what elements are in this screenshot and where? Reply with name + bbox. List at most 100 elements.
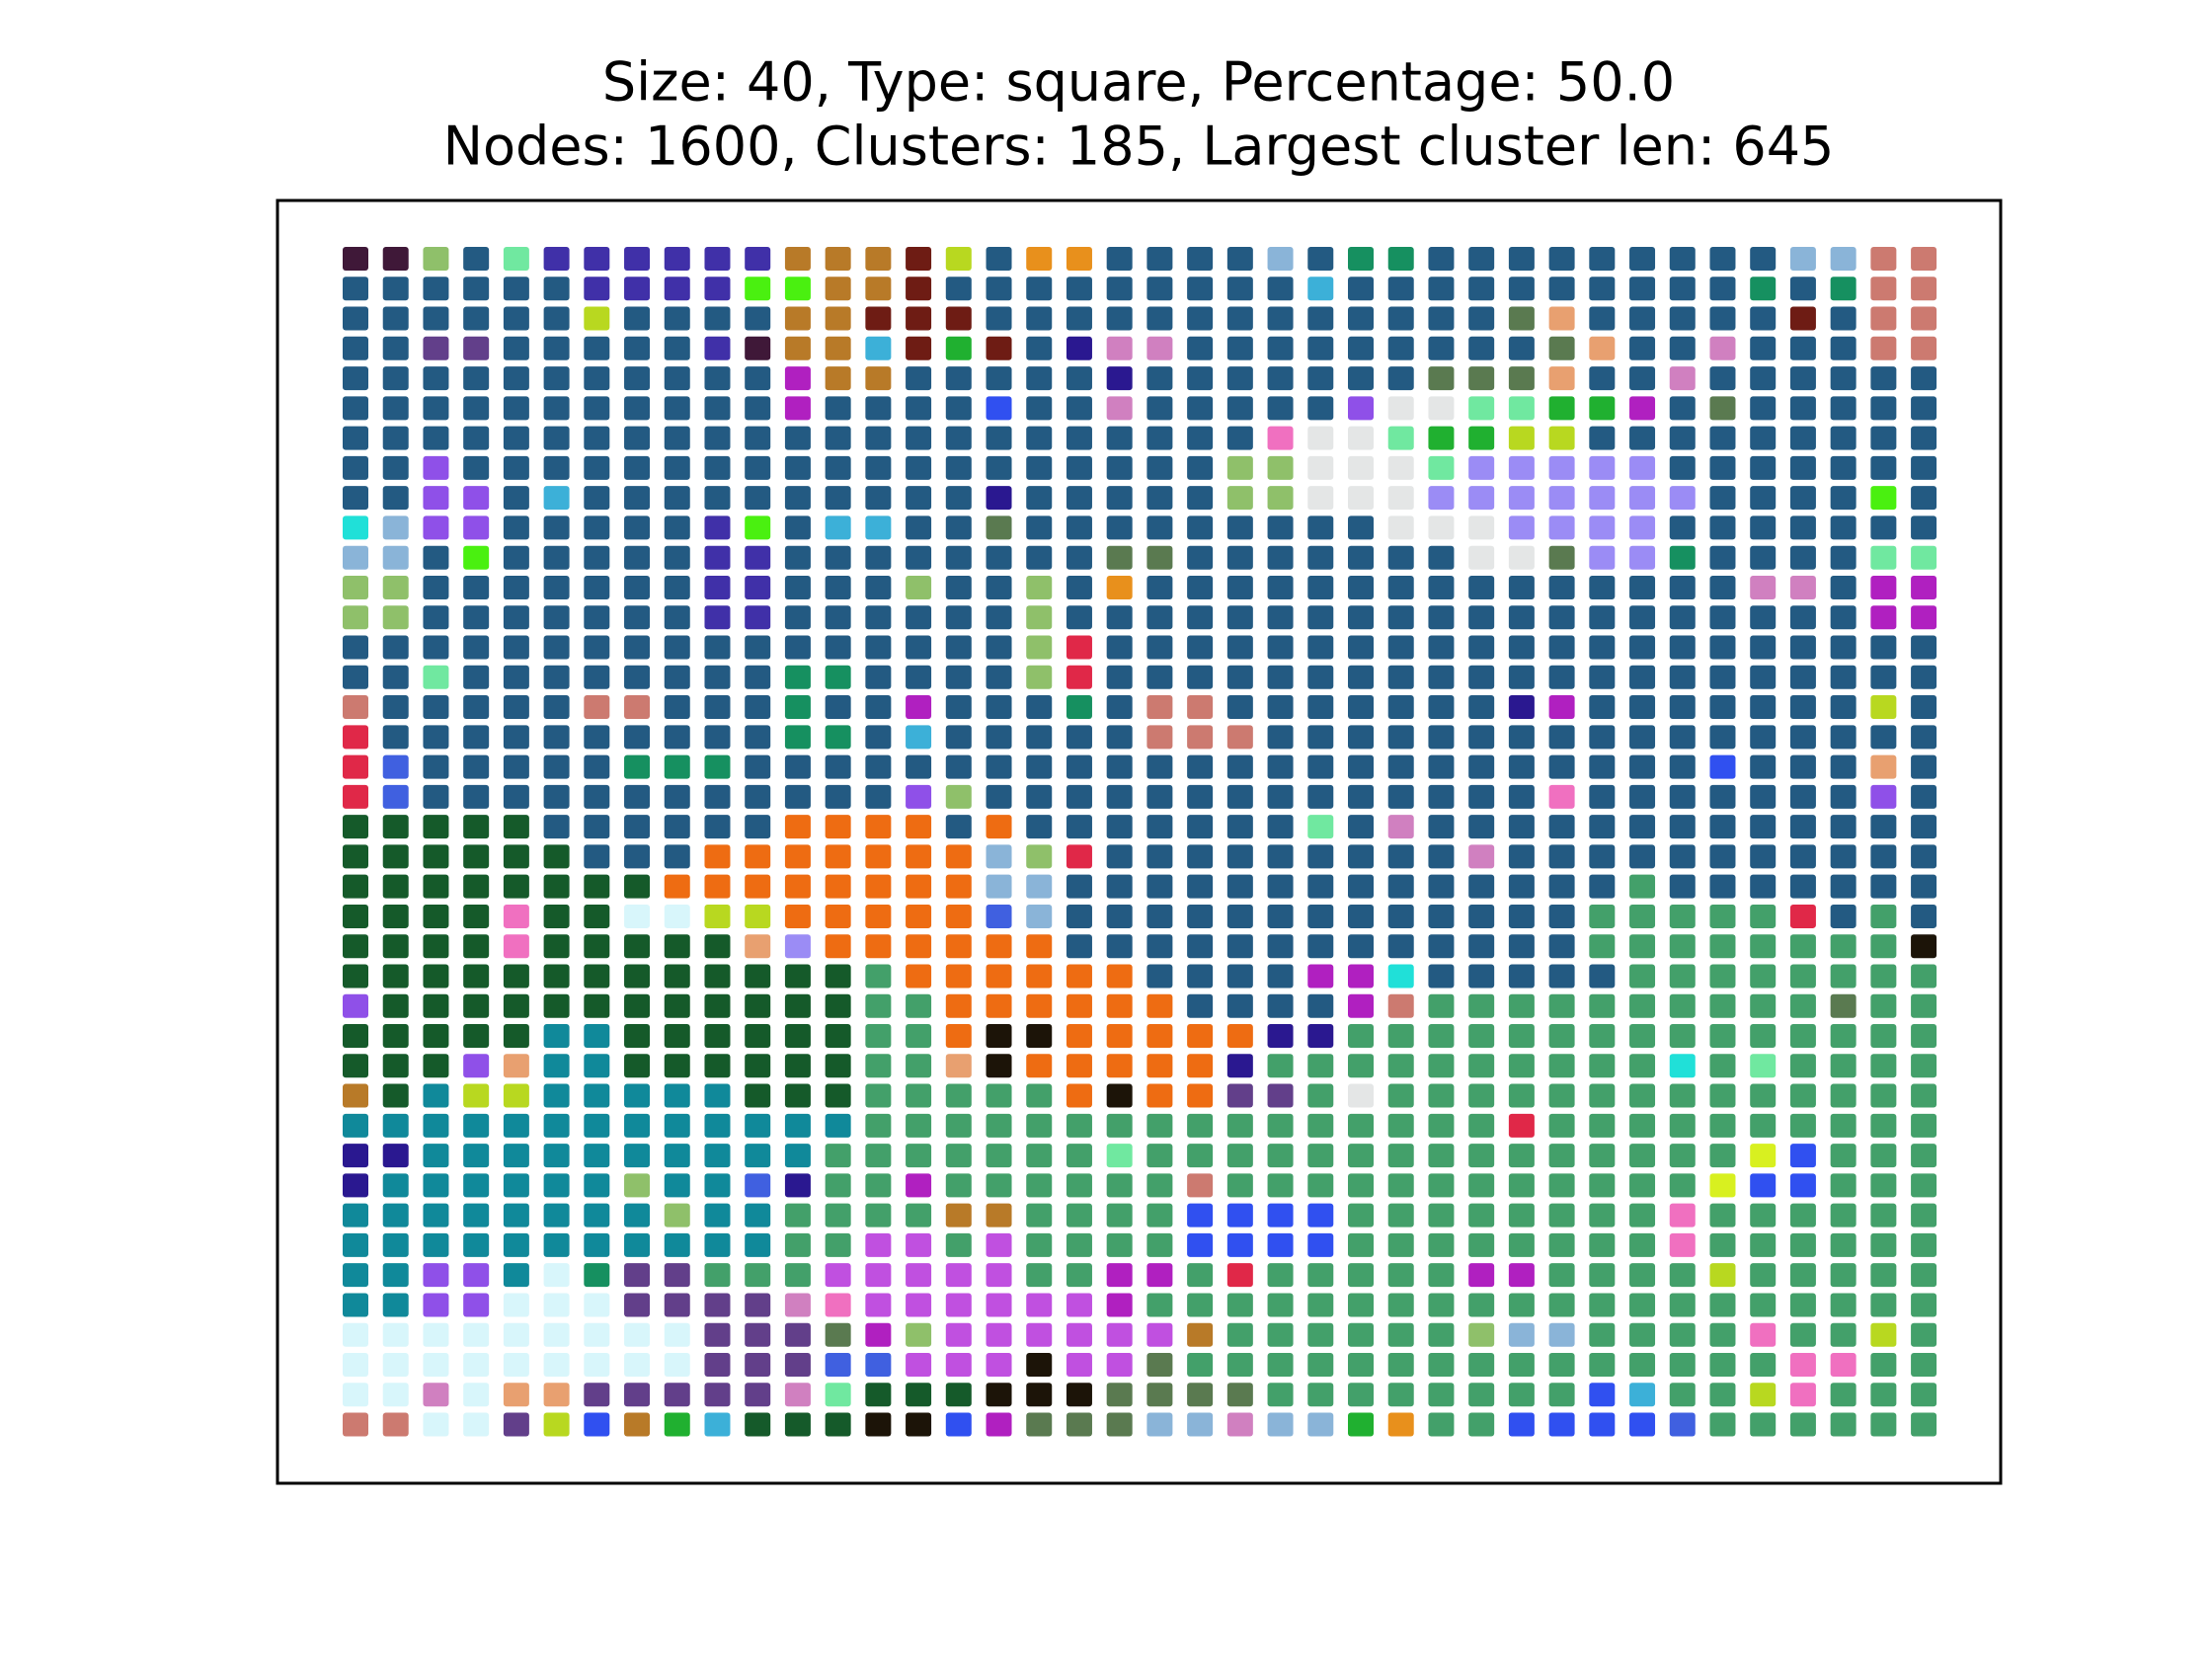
cell [543, 277, 570, 301]
cell [1629, 366, 1656, 391]
cell [745, 844, 771, 869]
cell [423, 784, 449, 809]
cell [745, 1024, 771, 1049]
cell [664, 486, 690, 511]
cell [945, 1024, 972, 1049]
cell [1789, 1322, 1816, 1347]
cell [1307, 964, 1334, 989]
cell [1307, 1024, 1334, 1049]
cell [1750, 1203, 1777, 1227]
cell [1267, 934, 1294, 959]
cell [423, 1322, 449, 1347]
cell [945, 575, 972, 599]
cell [343, 993, 368, 1018]
cell [1789, 1293, 1816, 1317]
cell [1187, 396, 1214, 421]
cell [945, 336, 972, 360]
cell [1267, 1173, 1294, 1198]
cell [906, 904, 932, 928]
cell [1750, 1322, 1777, 1347]
cell [423, 1232, 449, 1257]
cell [584, 1113, 610, 1138]
cell [1428, 665, 1455, 689]
cell [343, 1113, 368, 1138]
cell [543, 1024, 570, 1049]
cell [382, 486, 409, 511]
cell [1870, 605, 1897, 630]
cell [664, 725, 690, 750]
cell [1026, 784, 1053, 809]
cell [423, 336, 449, 360]
cell [1548, 1293, 1575, 1317]
cell [1226, 1203, 1253, 1227]
cell [543, 1232, 570, 1257]
cell [1026, 1232, 1053, 1257]
cell [825, 545, 851, 570]
cell [1629, 545, 1656, 570]
cell [543, 1412, 570, 1437]
cell [1146, 455, 1173, 480]
cell [865, 844, 892, 869]
cell [1589, 1173, 1616, 1198]
cell [1066, 1203, 1092, 1227]
cell [664, 665, 690, 689]
cell [1508, 1232, 1535, 1257]
cell [624, 1322, 651, 1347]
cell [945, 1293, 972, 1317]
cell [503, 605, 529, 630]
cell [1348, 815, 1374, 839]
cell [423, 993, 449, 1018]
cell [1387, 934, 1414, 959]
cell [1066, 904, 1092, 928]
cell [503, 515, 529, 540]
cell [543, 815, 570, 839]
cell [906, 1322, 932, 1347]
cell [423, 754, 449, 779]
cell [704, 336, 731, 360]
cell [1146, 1083, 1173, 1108]
cell [382, 247, 409, 271]
cell [986, 784, 1012, 809]
cell [1589, 306, 1616, 331]
cell [624, 1083, 651, 1108]
cell [463, 366, 490, 391]
cell [1548, 1113, 1575, 1138]
cell [1307, 1083, 1334, 1108]
cell [1348, 1024, 1374, 1049]
cell [503, 725, 529, 750]
cell [1750, 1352, 1777, 1377]
cell [1548, 1173, 1575, 1198]
cell [1387, 993, 1414, 1018]
cell [624, 247, 651, 271]
cell [1468, 515, 1495, 540]
cell [1548, 455, 1575, 480]
cell [825, 1203, 851, 1227]
cell [1750, 844, 1777, 869]
cell [1428, 1352, 1455, 1377]
cell [1709, 1173, 1736, 1198]
cell [1508, 904, 1535, 928]
cell [1830, 396, 1856, 421]
cell [1226, 306, 1253, 331]
cell [1548, 665, 1575, 689]
cell [1789, 754, 1816, 779]
cell [1669, 1173, 1696, 1198]
cell [1066, 754, 1092, 779]
cell [1750, 1113, 1777, 1138]
cell [865, 545, 892, 570]
cell [986, 605, 1012, 630]
cell [543, 575, 570, 599]
cell [1629, 1263, 1656, 1288]
cell [825, 1322, 851, 1347]
cell [745, 575, 771, 599]
cell [664, 396, 690, 421]
cell [945, 486, 972, 511]
cell [423, 605, 449, 630]
cell [1589, 695, 1616, 720]
cell [1669, 1383, 1696, 1407]
cell [1066, 784, 1092, 809]
cell [704, 695, 731, 720]
cell [1830, 575, 1856, 599]
cell [1870, 695, 1897, 720]
cell [1267, 605, 1294, 630]
